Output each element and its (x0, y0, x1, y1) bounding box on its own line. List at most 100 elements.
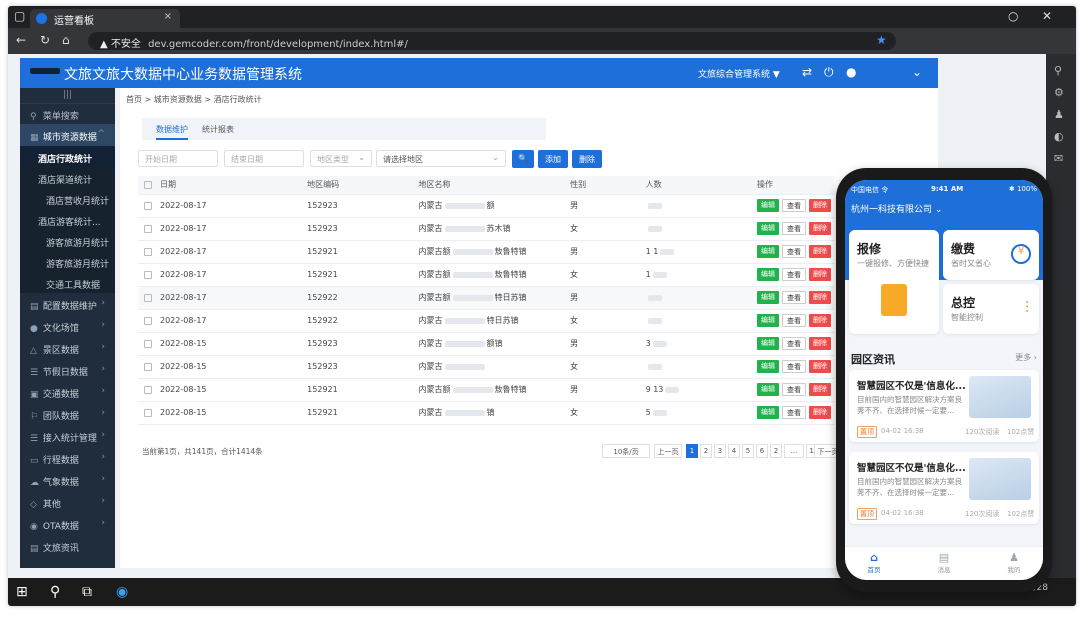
sidebar-sub-item[interactable]: 游客旅游月统计 (20, 251, 115, 272)
tab-close-icon[interactable]: × (163, 11, 172, 22)
page-number-button[interactable]: 5 (742, 444, 754, 458)
view-button[interactable]: 查看 (781, 406, 806, 419)
sidebar-item[interactable]: ▣ 交通数据 › (20, 381, 115, 403)
view-button[interactable]: 查看 (781, 199, 806, 212)
edit-button[interactable]: 编辑 (756, 314, 779, 327)
edit-button[interactable]: 编辑 (756, 291, 779, 304)
sidebar-item[interactable]: ☰ 接入统计管理 › (20, 425, 115, 447)
windows-start-icon[interactable]: ⊞ (16, 584, 28, 600)
news-card[interactable]: 智慧园区不仅是'信息化... 目前国内的智慧园区解决方案良莠不齐、在选择时候一定… (849, 452, 1039, 524)
rail-tools-icon[interactable]: ⚙ (1054, 86, 1064, 99)
close-window-icon[interactable]: ✕ (1042, 9, 1053, 23)
edit-button[interactable]: 编辑 (756, 337, 779, 350)
row-checkbox[interactable] (144, 293, 152, 302)
view-button[interactable]: 查看 (781, 314, 806, 327)
sidebar-item[interactable]: ◇ 其他 › (20, 491, 115, 513)
delete-row-button[interactable]: 删除 (808, 383, 831, 396)
system-switcher[interactable]: 文旅综合管理系统 ▼ (698, 70, 780, 80)
view-button[interactable]: 查看 (781, 337, 806, 350)
power-icon[interactable]: ⏻ (824, 65, 834, 79)
sidebar-sub-item[interactable]: 酒店行政统计 (20, 146, 115, 167)
rail-outlook-icon[interactable]: ✉ (1054, 152, 1064, 165)
edit-button[interactable]: 编辑 (756, 268, 779, 281)
view-button[interactable]: 查看 (781, 360, 806, 373)
edit-button[interactable]: 编辑 (756, 383, 779, 396)
sidebar-item[interactable]: ▤ 配置数据维护 › (20, 293, 115, 315)
delete-row-button[interactable]: 删除 (808, 222, 831, 235)
page-number-button[interactable]: 2 (770, 444, 782, 458)
sidebar-item[interactable]: ▤ 文旅资讯 (20, 535, 115, 557)
sidebar-item[interactable]: ☰ 节假日数据 › (20, 359, 115, 381)
view-button[interactable]: 查看 (781, 222, 806, 235)
sidebar-item[interactable]: ☁ 气象数据 › (20, 469, 115, 491)
search-icon[interactable]: ⚲ (50, 584, 61, 600)
refresh-icon[interactable]: ⇄ (802, 65, 813, 79)
next-page-button[interactable]: 下一页 (814, 444, 842, 458)
tab-statistics[interactable]: 统计报表 (202, 125, 234, 134)
search-button[interactable]: 🔍 (512, 150, 534, 168)
edit-button[interactable]: 编辑 (756, 360, 779, 373)
edge-browser-icon[interactable]: ◉ (116, 584, 129, 600)
minimize-icon[interactable]: ○ (1008, 9, 1019, 23)
news-card[interactable]: 智慧园区不仅是'信息化... 目前国内的智慧园区解决方案良莠不齐、在选择时候一定… (849, 370, 1039, 442)
sidebar-search[interactable]: ⚲ 菜单搜索 (20, 104, 115, 124)
task-view-icon[interactable]: ⧉ (82, 584, 92, 600)
view-button[interactable]: 查看 (781, 291, 806, 304)
sidebar-sub-item[interactable]: 酒店渠道统计 (20, 167, 115, 188)
phone-tab-profile[interactable]: ♟ 我的 (989, 551, 1039, 574)
delete-button[interactable]: 删除 (572, 150, 602, 168)
url-field[interactable]: ▲ 不安全 dev.gemcoder.com/front/development… (88, 32, 896, 50)
phone-tab-home[interactable]: ⌂ 首页 (849, 551, 899, 574)
per-page-select[interactable]: 10条/页 (602, 444, 650, 458)
region-select[interactable]: 请选择地区 ⌄ (376, 150, 506, 167)
row-checkbox[interactable] (144, 316, 152, 325)
sidebar-sub-item[interactable]: 酒店游客统计... (20, 209, 115, 230)
row-checkbox[interactable] (144, 224, 152, 233)
tab-data-maintenance[interactable]: 数据维护 (156, 124, 188, 140)
add-button[interactable]: 添加 (538, 150, 568, 168)
sidebar-sub-item[interactable]: 酒店营收月统计 (20, 188, 115, 209)
phone-tab-messages[interactable]: ▤ 消息 (919, 551, 969, 574)
payment-card[interactable]: 缴费 省时又省心 ¥ (943, 230, 1039, 280)
prev-page-button[interactable]: 上一页 (654, 444, 682, 458)
delete-row-button[interactable]: 删除 (808, 360, 831, 373)
end-date-input[interactable]: 结束日期 (224, 150, 304, 167)
edit-button[interactable]: 编辑 (756, 222, 779, 235)
page-number-button[interactable]: 2 (700, 444, 712, 458)
page-number-button[interactable]: 3 (714, 444, 726, 458)
back-icon[interactable]: ← (16, 33, 27, 47)
page-number-button[interactable]: 6 (756, 444, 768, 458)
page-number-button[interactable]: 4 (728, 444, 740, 458)
window-menu-icon[interactable]: ▢ (14, 9, 26, 23)
row-checkbox[interactable] (144, 270, 152, 279)
view-button[interactable]: 查看 (781, 245, 806, 258)
row-checkbox[interactable] (144, 201, 152, 210)
sidebar-group-city-data[interactable]: ▦ 城市资源数据 ^ (20, 124, 115, 146)
region-type-select[interactable]: 地区类型 ⌄ (310, 150, 372, 167)
home-icon[interactable]: ⌂ (62, 33, 70, 47)
row-checkbox[interactable] (144, 362, 152, 371)
reload-icon[interactable]: ↻ (40, 33, 51, 47)
sidebar-sub-item[interactable]: 游客旅游月统计 (20, 230, 115, 251)
row-checkbox[interactable] (144, 339, 152, 348)
sidebar-item[interactable]: ⚐ 团队数据 › (20, 403, 115, 425)
row-checkbox[interactable] (144, 247, 152, 256)
delete-row-button[interactable]: 删除 (808, 337, 831, 350)
view-button[interactable]: 查看 (781, 383, 806, 396)
sidebar-item[interactable]: ◉ OTA数据 › (20, 513, 115, 535)
delete-row-button[interactable]: 删除 (808, 314, 831, 327)
company-selector[interactable]: 杭州一科技有限公司 ⌄ (851, 205, 943, 215)
edit-button[interactable]: 编辑 (756, 406, 779, 419)
user-dropdown-icon[interactable]: ⌄ (912, 65, 923, 79)
delete-row-button[interactable]: 删除 (808, 406, 831, 419)
news-more-link[interactable]: 更多 › (1015, 353, 1037, 362)
delete-row-button[interactable]: 删除 (808, 268, 831, 281)
rail-search-icon[interactable]: ⚲ (1054, 64, 1063, 77)
select-all-checkbox[interactable] (144, 180, 152, 189)
sidebar-item[interactable]: ● 文化场馆 › (20, 315, 115, 337)
page-number-button[interactable]: ... (784, 444, 804, 458)
rail-office-icon[interactable]: ◐ (1054, 130, 1064, 143)
edit-button[interactable]: 编辑 (756, 199, 779, 212)
sidebar-item[interactable]: △ 景区数据 › (20, 337, 115, 359)
row-checkbox[interactable] (144, 385, 152, 394)
